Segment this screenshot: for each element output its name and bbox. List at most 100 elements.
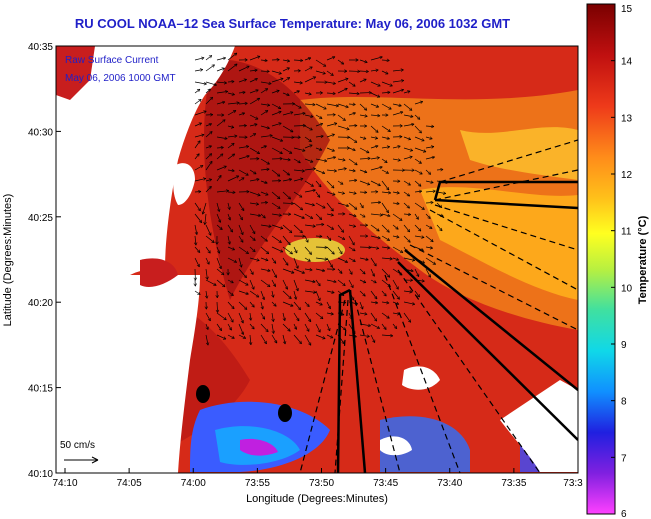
colorbar: [586, 3, 616, 515]
current-vector: [205, 235, 215, 243]
current-vector-head: [264, 110, 269, 114]
current-vector-head: [418, 160, 422, 164]
current-vector: [304, 168, 316, 171]
current-vector-head: [407, 212, 412, 217]
current-vector: [326, 334, 334, 339]
current-vector-head: [218, 265, 222, 270]
current-vector: [271, 103, 282, 109]
current-vector-head: [400, 68, 404, 72]
current-vector: [249, 301, 255, 308]
current-vector: [204, 213, 207, 225]
current-vector-head: [308, 92, 312, 96]
current-vector: [359, 70, 369, 72]
current-vector-head: [235, 175, 240, 179]
current-vector-head: [320, 134, 324, 139]
current-vector-head: [364, 223, 368, 227]
current-vector: [271, 334, 278, 344]
current-vector: [315, 301, 323, 306]
map-title: RU COOL NOAA–12 Sea Surface Temperature:…: [74, 16, 511, 31]
current-vector: [304, 334, 312, 346]
current-vector: [227, 169, 235, 172]
current-vector: [238, 301, 248, 310]
current-vector: [370, 114, 381, 117]
current-vector-head: [255, 202, 259, 206]
current-vector: [271, 224, 284, 229]
current-vector: [370, 180, 381, 186]
current-vector: [414, 101, 423, 105]
current-vector-head: [345, 104, 349, 109]
current-vector-head: [353, 213, 357, 218]
current-vector-head: [331, 56, 336, 60]
current-vector: [381, 290, 387, 297]
current-vector-head: [310, 183, 314, 187]
current-vector-head: [254, 123, 258, 127]
current-vector: [315, 158, 328, 162]
current-vector: [271, 323, 275, 334]
current-vector: [392, 279, 399, 290]
current-vector: [194, 69, 203, 72]
current-vector: [304, 92, 312, 95]
current-vector-head: [251, 304, 255, 308]
current-vector-head: [375, 68, 379, 72]
current-vector-head: [206, 261, 210, 265]
current-vector-head: [256, 150, 260, 155]
current-vector-head: [193, 283, 197, 287]
current-vector: [315, 103, 327, 110]
current-vector: [370, 290, 378, 300]
current-vector-head: [265, 258, 269, 262]
current-vector-head: [395, 257, 399, 261]
current-vector-head: [228, 327, 232, 331]
x-tick-label: 73:55: [245, 478, 270, 489]
current-vector: [337, 78, 349, 83]
y-tick-label: 40:15: [28, 384, 53, 395]
current-vector-head: [385, 71, 389, 75]
current-vector: [381, 334, 393, 337]
current-vector: [326, 122, 338, 127]
current-vector-head: [395, 286, 399, 290]
current-vector-head: [250, 271, 254, 275]
current-vector-head: [406, 205, 410, 209]
current-vector-head: [319, 315, 324, 320]
current-vector-head: [352, 169, 356, 173]
current-vector-head: [331, 133, 335, 137]
current-vector-head: [340, 229, 345, 233]
current-vector-head: [365, 257, 369, 261]
current-vector: [425, 224, 433, 229]
current-vector: [359, 136, 367, 140]
colorbar-tick-label: 15: [621, 4, 633, 15]
current-vector-head: [196, 153, 200, 157]
current-vector: [381, 125, 391, 132]
current-vector-head: [317, 297, 321, 301]
current-vector-head: [386, 237, 390, 241]
current-vector: [249, 202, 259, 205]
current-vector-head: [329, 264, 333, 268]
current-vector-head: [317, 282, 321, 287]
current-vector: [205, 312, 211, 322]
current-vector: [293, 290, 297, 300]
current-vector: [282, 312, 286, 321]
current-vector-head: [298, 194, 303, 198]
current-vector: [205, 268, 208, 280]
current-vector-head: [410, 114, 414, 118]
current-vector-head: [386, 58, 390, 63]
current-vector: [392, 246, 404, 253]
current-vector-head: [407, 137, 412, 141]
current-vector: [381, 246, 390, 249]
current-vector: [293, 178, 304, 182]
current-vector: [414, 136, 425, 142]
current-vector-head: [244, 135, 248, 139]
current-vector: [260, 145, 267, 149]
current-vector: [359, 157, 371, 160]
current-vector-head: [333, 169, 337, 173]
current-vector: [403, 202, 410, 209]
current-vector: [260, 235, 268, 242]
current-vector-head: [285, 262, 289, 266]
current-vector-head: [256, 97, 261, 101]
current-vector-head: [340, 181, 344, 185]
current-vector: [403, 301, 415, 305]
current-vector-head: [197, 140, 201, 144]
current-vector-head: [318, 147, 323, 151]
current-vector-head: [429, 246, 433, 250]
current-vector-head: [220, 271, 225, 276]
current-vector-head: [411, 168, 415, 172]
